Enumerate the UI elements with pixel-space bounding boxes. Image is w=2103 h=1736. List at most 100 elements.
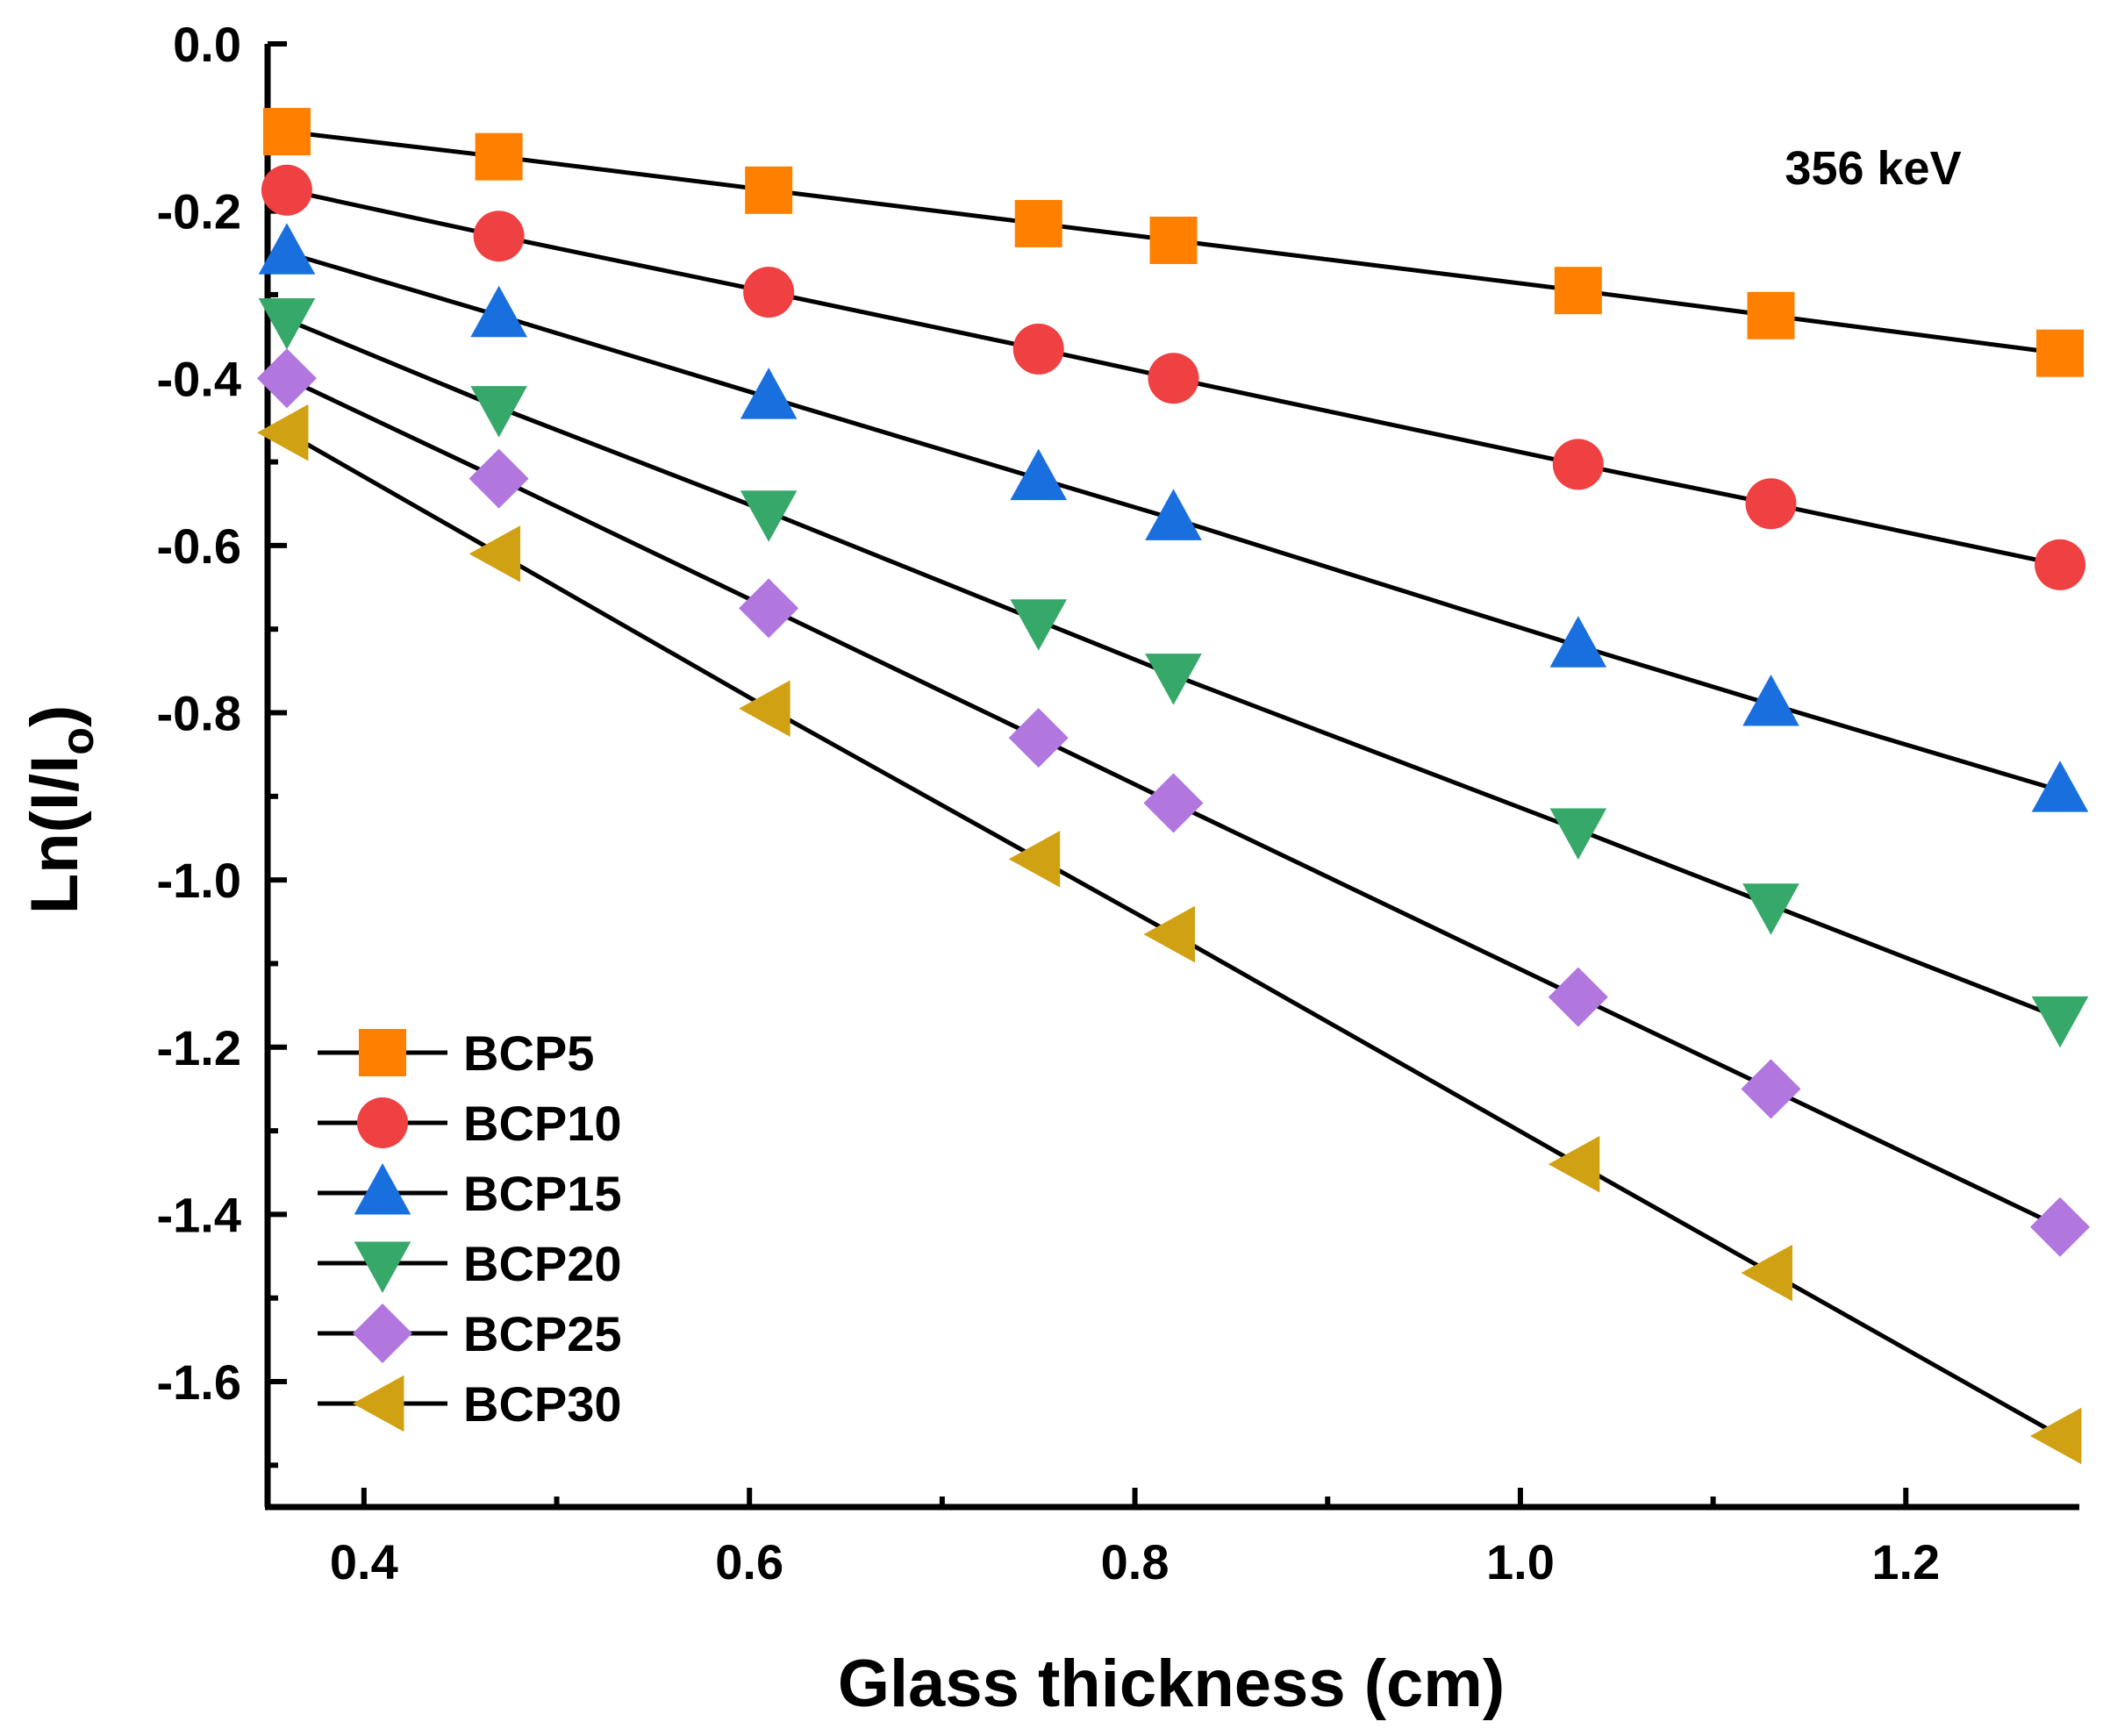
- data-point-bcp15: [2031, 761, 2089, 812]
- data-point-bcp5: [1014, 199, 1062, 247]
- data-point-bcp25: [1143, 773, 1204, 833]
- y-tick-label: -1.2: [157, 1020, 242, 1075]
- data-point-bcp5: [262, 108, 311, 156]
- series-line-bcp25: [285, 375, 2062, 1229]
- data-point-bcp5: [1554, 267, 1602, 315]
- legend-label: BCP5: [463, 1025, 594, 1081]
- data-point-bcp30: [1008, 831, 1061, 888]
- data-point-bcp5: [1747, 291, 1795, 339]
- data-point-bcp20: [1145, 654, 1202, 705]
- data-point-bcp20: [1742, 883, 1799, 935]
- series-bcp30: [256, 404, 2082, 1465]
- data-point-bcp10: [1745, 478, 1797, 530]
- y-axis-title-subscript: o: [53, 727, 104, 755]
- legend-item-bcp10: BCP10: [318, 1096, 622, 1151]
- series-line-bcp20: [286, 318, 2061, 1020]
- data-point-bcp30: [1143, 905, 1195, 963]
- y-tick-label: 0.0: [173, 17, 241, 72]
- data-point-bcp20: [470, 386, 527, 438]
- x-tick-label: 0.8: [1101, 1534, 1170, 1590]
- data-point-bcp25: [2030, 1197, 2091, 1257]
- y-tick-label: -1.6: [157, 1354, 242, 1410]
- legend-item-bcp5: BCP5: [318, 1025, 594, 1081]
- data-point-bcp15: [1145, 489, 1202, 540]
- x-tick-label: 1.0: [1486, 1534, 1555, 1590]
- data-point-bcp10: [1552, 439, 1604, 490]
- y-tick-label: -0.8: [157, 686, 242, 741]
- data-point-bcp25: [739, 578, 799, 639]
- energy-annotation: 356 keV: [1785, 142, 1961, 195]
- data-point-bcp15: [258, 223, 316, 275]
- data-point-bcp25: [1548, 967, 1608, 1027]
- y-tick-label: -1.0: [157, 853, 242, 908]
- y-tick-label: -0.4: [157, 351, 242, 406]
- data-point-bcp10: [473, 211, 525, 262]
- legend-marker: [354, 1241, 411, 1293]
- series-bcp5: [262, 108, 2085, 377]
- series-line-bcp10: [286, 188, 2061, 568]
- data-point-bcp10: [1148, 353, 1199, 404]
- series-bcp15: [258, 223, 2089, 812]
- data-point-bcp10: [2035, 539, 2086, 590]
- legend-item-bcp15: BCP15: [318, 1163, 622, 1221]
- legend-marker: [353, 1375, 404, 1432]
- series-bcp25: [256, 348, 2091, 1257]
- data-point-bcp20: [1549, 808, 1607, 860]
- legend-marker: [357, 1097, 408, 1148]
- data-point-bcp15: [1742, 674, 1799, 726]
- plot-axes: 0.4 0.6 0.8 1.0 1.2 0.0 -0.2 -0.4 -0.6 -0.8 -1.0 -1…: [157, 17, 2079, 1590]
- legend-label: BCP30: [463, 1376, 622, 1432]
- x-tick-label: 0.6: [715, 1534, 783, 1590]
- data-point-bcp15: [1010, 448, 1068, 501]
- y-tick-label: -0.2: [157, 184, 242, 239]
- legend-item-bcp25: BCP25: [318, 1304, 622, 1363]
- data-point-bcp30: [2030, 1407, 2082, 1465]
- data-point-bcp30: [739, 680, 790, 738]
- series-bcp20: [258, 298, 2089, 1048]
- legend-item-bcp30: BCP30: [318, 1375, 622, 1432]
- x-axis-title: Glass thickness (cm): [838, 1647, 1505, 1721]
- data-point-bcp10: [261, 164, 312, 216]
- x-tick-label: 1.2: [1871, 1534, 1940, 1590]
- y-tick-label: -1.4: [157, 1187, 242, 1242]
- data-point-bcp5: [2036, 329, 2085, 377]
- data-point-bcp25: [469, 448, 529, 509]
- legend-marker: [359, 1029, 406, 1076]
- y-axis-title-main: Ln(I/I: [18, 755, 92, 915]
- legend-label: BCP10: [463, 1096, 622, 1151]
- data-point-bcp10: [1012, 323, 1064, 375]
- legend-label: BCP15: [463, 1166, 622, 1221]
- legend-label: BCP20: [463, 1236, 622, 1291]
- series-bcp10: [261, 164, 2086, 590]
- legend-marker: [353, 1304, 412, 1363]
- data-point-bcp25: [256, 348, 317, 409]
- data-point-bcp30: [1741, 1244, 1792, 1302]
- data-point-bcp20: [740, 490, 798, 542]
- legend-item-bcp20: BCP20: [318, 1236, 622, 1293]
- series-layer: [256, 108, 2091, 1465]
- data-point-bcp30: [1548, 1135, 1600, 1193]
- data-point-bcp10: [743, 267, 795, 318]
- series-line-bcp15: [286, 250, 2061, 793]
- data-point-bcp5: [1149, 216, 1198, 264]
- data-point-bcp20: [2031, 996, 2089, 1048]
- data-point-bcp5: [475, 132, 523, 181]
- data-point-bcp15: [1549, 616, 1607, 668]
- data-point-bcp25: [1741, 1059, 1801, 1119]
- data-point-bcp25: [1008, 708, 1069, 768]
- y-tick-label: -0.6: [157, 518, 242, 574]
- y-axis-title: Ln(I/Io): [18, 705, 104, 915]
- legend: BCP5 BCP10 BCP15 BCP20 BCP25 BCP30: [318, 1025, 622, 1432]
- data-point-bcp30: [256, 404, 309, 461]
- legend-marker: [354, 1163, 411, 1215]
- data-point-bcp30: [469, 525, 521, 582]
- series-line-bcp30: [285, 431, 2062, 1439]
- data-point-bcp15: [470, 285, 527, 338]
- data-point-bcp20: [258, 298, 316, 350]
- data-point-bcp20: [1010, 599, 1068, 651]
- legend-label: BCP25: [463, 1306, 622, 1361]
- x-tick-label: 0.4: [330, 1534, 398, 1590]
- y-axis-title-close: ): [18, 705, 92, 727]
- series-line-bcp5: [286, 129, 2061, 356]
